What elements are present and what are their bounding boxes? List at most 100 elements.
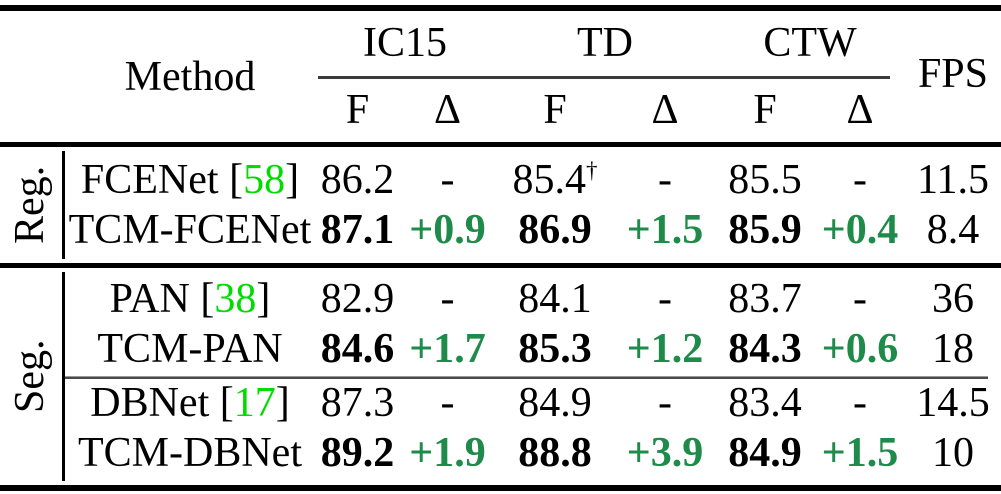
- subheader-f-ic15: F: [345, 87, 370, 133]
- method-cell: FCENet [58]: [65, 156, 315, 204]
- dataset-cmidrule: [318, 76, 890, 79]
- method-cell: TCM-DBNet: [65, 429, 315, 477]
- table-row-tcm-dbnet: TCM-DBNet 89.2 +1.9 88.8 +3.9 84.9 +1.5 …: [65, 428, 1001, 478]
- fps-value: 8.4: [926, 207, 980, 253]
- citation-bracket-open: [: [189, 276, 215, 322]
- fps-value: 18: [932, 326, 974, 372]
- td-f-value: 84.9: [518, 380, 592, 426]
- fps-value: 11.5: [917, 157, 989, 203]
- group-label-reg: Reg.: [7, 165, 53, 245]
- citation: [17]: [209, 380, 290, 426]
- method-name: TCM-PAN: [97, 326, 283, 372]
- citation-bracket-close: ]: [285, 157, 300, 203]
- td-f-value: 85.3: [518, 326, 592, 372]
- td-delta-value: +3.9: [626, 430, 704, 476]
- ctw-f-value: 83.4: [728, 380, 802, 426]
- citation-number: 58: [243, 157, 286, 203]
- method-cell: DBNet [17]: [65, 379, 315, 427]
- subheader-delta-td: Δ: [651, 87, 679, 133]
- td-f-number: 85.4: [512, 157, 586, 203]
- td-delta-value: +1.2: [626, 326, 704, 372]
- bottom-rule: [0, 485, 1001, 491]
- td-delta-value: -: [658, 157, 672, 203]
- ic15-delta-value: +1.9: [409, 430, 486, 476]
- method-cell: TCM-PAN: [65, 325, 315, 373]
- ic15-f-value: 87.1: [320, 207, 395, 253]
- ic15-delta-value: -: [440, 276, 455, 322]
- fps-value: 14.5: [916, 380, 990, 426]
- ic15-f-value: 86.2: [320, 157, 395, 203]
- seg-subgroup-rule: [62, 376, 988, 379]
- fps-value: 36: [932, 276, 974, 322]
- method-cell: PAN [38]: [65, 275, 315, 323]
- group-segmentation: Seg. PAN [38] 82.9 - 84.1 - 83.7 - 36 TC…: [0, 268, 1001, 485]
- citation-number: 17: [233, 380, 276, 426]
- method-name: TCM-FCENet: [68, 207, 312, 253]
- ic15-delta-value: +0.9: [409, 207, 486, 253]
- group-regression: Reg. FCENet [58] 86.2 - 85.4† - 85.5 - 1…: [0, 147, 1001, 263]
- ctw-f-value: 83.7: [728, 276, 802, 322]
- ctw-delta-value: -: [853, 380, 867, 426]
- ic15-f-value: 82.9: [320, 276, 395, 322]
- td-delta-value: +1.5: [626, 207, 704, 253]
- ic15-delta-value: -: [440, 380, 455, 426]
- subheader-delta-ctw: Δ: [846, 87, 874, 133]
- group-separator-rule: [0, 263, 1001, 268]
- subheader-delta-ic15: Δ: [433, 87, 461, 133]
- table-row-dbnet: DBNet [17] 87.3 - 84.9 - 83.4 - 14.5: [65, 378, 1001, 428]
- column-header-td: TD: [577, 20, 633, 66]
- column-header-ctw: CTW: [763, 20, 857, 66]
- group-label-seg: Seg.: [7, 339, 53, 414]
- ic15-f-value: 84.6: [320, 326, 395, 372]
- subheader-row: F Δ F Δ F Δ: [65, 84, 1001, 136]
- ctw-delta-value: +0.6: [821, 326, 899, 372]
- dagger-mark: †: [585, 157, 598, 183]
- td-delta-value: -: [658, 380, 672, 426]
- ctw-delta-value: +1.5: [821, 430, 899, 476]
- table-row-fcenet: FCENet [58] 86.2 - 85.4† - 85.5 - 11.5: [65, 155, 1001, 205]
- citation-bracket-close: ]: [275, 380, 290, 426]
- group-rows: PAN [38] 82.9 - 84.1 - 83.7 - 36 TCM-PAN…: [65, 268, 1001, 478]
- citation-number: 38: [214, 276, 257, 322]
- ic15-f-value: 87.3: [320, 380, 395, 426]
- citation: [58]: [218, 157, 300, 203]
- citation-bracket-open: [: [209, 380, 234, 426]
- td-f-value: 85.4†: [495, 156, 615, 204]
- ctw-f-value: 84.3: [728, 326, 802, 372]
- subheader-f-ctw: F: [753, 87, 777, 133]
- method-name: FCENet: [80, 157, 219, 203]
- fps-value: 10: [932, 430, 974, 476]
- citation: [38]: [189, 276, 271, 322]
- td-f-value: 86.9: [518, 207, 592, 253]
- table-row-pan: PAN [38] 82.9 - 84.1 - 83.7 - 36: [65, 274, 1001, 324]
- top-rule: [0, 5, 1001, 11]
- group-vertical-rule: [62, 151, 65, 259]
- subheader-f-td: F: [543, 87, 567, 133]
- td-f-value: 88.8: [518, 430, 592, 476]
- method-name: TCM-DBNet: [78, 430, 302, 476]
- citation-bracket-open: [: [218, 157, 244, 203]
- ctw-delta-value: -: [853, 157, 867, 203]
- group-vertical-rule: [62, 272, 65, 481]
- table-row-tcm-pan: TCM-PAN 84.6 +1.7 85.3 +1.2 84.3 +0.6 18: [65, 324, 1001, 374]
- td-f-value: 84.1: [518, 276, 592, 322]
- ctw-delta-value: -: [853, 276, 867, 322]
- method-name: PAN: [109, 276, 190, 322]
- table-row-tcm-fcenet: TCM-FCENet 87.1 +0.9 86.9 +1.5 85.9 +0.4…: [65, 205, 1001, 255]
- ic15-delta-value: +1.7: [409, 326, 486, 372]
- ctw-delta-value: +0.4: [821, 207, 899, 253]
- header-rule: [0, 142, 1001, 147]
- ic15-f-value: 89.2: [320, 430, 395, 476]
- method-name: DBNet: [90, 380, 210, 426]
- ic15-delta-value: -: [440, 157, 455, 203]
- column-header-ic15: IC15: [363, 20, 447, 66]
- ctw-f-value: 84.9: [728, 430, 802, 476]
- ctw-f-value: 85.5: [728, 157, 802, 203]
- column-header-fps: FPS: [917, 50, 989, 97]
- citation-bracket-close: ]: [256, 276, 271, 322]
- td-delta-value: -: [658, 276, 672, 322]
- ctw-f-value: 85.9: [728, 207, 802, 253]
- column-header-method: Method: [124, 53, 256, 100]
- group-rows: FCENet [58] 86.2 - 85.4† - 85.5 - 11.5 T…: [65, 147, 1001, 255]
